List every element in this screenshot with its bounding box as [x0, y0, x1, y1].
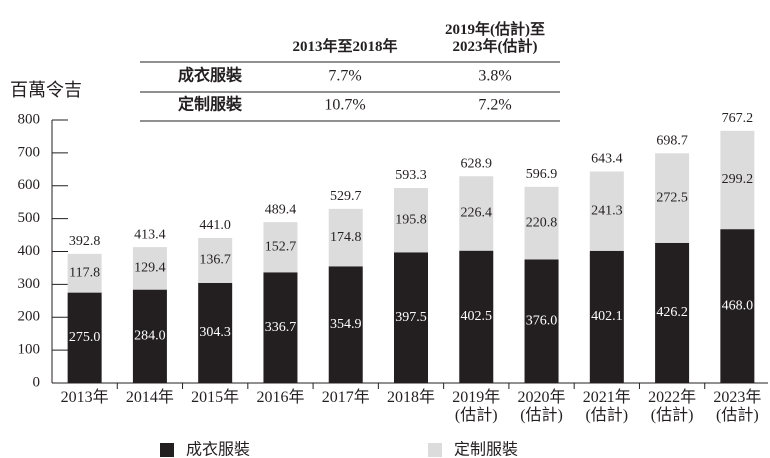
value-label: 299.2	[722, 172, 754, 187]
bar-segment	[655, 153, 690, 243]
total-label: 441.0	[199, 218, 231, 233]
bar-segment	[655, 242, 690, 383]
table-cell: 7.7%	[328, 68, 361, 85]
bar-segment	[720, 229, 755, 383]
total-label: 643.4	[591, 152, 623, 167]
bar-segment	[524, 186, 559, 260]
table-header: 2013年至2018年	[292, 39, 398, 55]
value-label: 117.8	[69, 265, 100, 280]
bar-segment	[263, 272, 298, 383]
bar-segment	[459, 176, 494, 251]
bar-segment	[328, 208, 363, 267]
value-label: 354.9	[330, 317, 362, 332]
value-label: 195.8	[395, 212, 427, 227]
value-label: 272.5	[656, 190, 688, 205]
value-label: 426.2	[656, 305, 688, 320]
x-tick-label: 2018年	[386, 389, 435, 406]
table-cell: 10.7%	[324, 97, 365, 114]
bar-segment	[328, 266, 363, 383]
bar-segment	[263, 222, 298, 273]
value-label: 468.0	[722, 298, 754, 313]
bar-segment	[198, 238, 233, 283]
bar-segment	[67, 292, 102, 383]
y-axis-label: 百萬令吉	[10, 80, 82, 100]
value-label: 129.4	[134, 261, 166, 276]
y-tick-label: 0	[33, 374, 41, 390]
total-label: 489.4	[265, 202, 297, 217]
bar-segment	[524, 259, 559, 383]
table-row-label: 定制服裝	[177, 95, 243, 114]
bar-segment	[720, 130, 755, 230]
bar-segment	[394, 187, 428, 253]
value-label: 376.0	[526, 313, 558, 328]
value-label: 152.7	[265, 239, 297, 254]
value-label: 226.4	[461, 206, 493, 221]
table-row-label: 成衣服裝	[178, 66, 243, 85]
y-tick-label: 500	[18, 210, 41, 226]
table-cell: 7.2%	[478, 97, 511, 114]
bar-segment	[589, 250, 624, 383]
total-label: 529.7	[330, 189, 362, 204]
table-cell: 3.8%	[478, 68, 511, 85]
bar-segment	[589, 171, 624, 251]
value-label: 241.3	[591, 203, 623, 218]
total-label: 628.9	[461, 156, 493, 171]
x-tick-label: 2022年 (估計)	[648, 389, 697, 424]
value-label: 275.0	[69, 330, 101, 345]
legend-label: 定制服裝	[454, 441, 518, 458]
bar-segment	[394, 252, 428, 383]
y-tick-label: 600	[18, 177, 41, 193]
bar-segment	[459, 250, 494, 383]
legend-swatch	[428, 443, 442, 457]
bar-segment	[132, 289, 167, 383]
total-label: 767.2	[722, 111, 754, 126]
total-label: 593.3	[395, 168, 427, 183]
bar-segment	[132, 247, 167, 290]
legend-swatch	[160, 443, 174, 457]
x-tick-label: 2013年	[60, 389, 109, 406]
total-label: 596.9	[526, 167, 558, 182]
value-label: 284.0	[134, 329, 166, 344]
value-label: 136.7	[199, 253, 231, 268]
bar-segment	[198, 282, 233, 383]
y-tick-label: 300	[18, 276, 41, 292]
bar-segment	[67, 253, 102, 293]
total-label: 392.8	[69, 234, 101, 249]
y-tick-label: 800	[18, 111, 41, 127]
x-tick-label: 2015年	[191, 389, 240, 406]
y-tick-label: 700	[18, 144, 41, 160]
x-tick-label: 2014年	[125, 389, 174, 406]
value-label: 336.7	[265, 320, 297, 335]
value-label: 304.3	[199, 325, 231, 340]
value-label: 220.8	[526, 215, 558, 230]
y-tick-label: 400	[18, 243, 41, 259]
x-tick-label: 2016年	[256, 389, 305, 406]
value-label: 397.5	[395, 310, 427, 325]
legend-label: 成衣服裝	[186, 441, 250, 458]
y-tick-label: 100	[18, 342, 41, 358]
value-label: 174.8	[330, 230, 362, 245]
x-tick-label: 2020年 (估計)	[517, 389, 566, 424]
x-tick-label: 2017年	[321, 389, 370, 406]
x-tick-label: 2019年 (估計)	[452, 389, 501, 424]
x-tick-label: 2023年 (估計)	[713, 389, 762, 424]
total-label: 698.7	[656, 134, 688, 149]
y-tick-label: 200	[18, 309, 41, 325]
table-header: 2019年(估計)至 2023年(估計)	[445, 22, 545, 55]
x-tick-label: 2021年 (估計)	[582, 389, 631, 424]
value-label: 402.1	[591, 309, 623, 324]
value-label: 402.5	[461, 309, 493, 324]
total-label: 413.4	[134, 227, 166, 242]
